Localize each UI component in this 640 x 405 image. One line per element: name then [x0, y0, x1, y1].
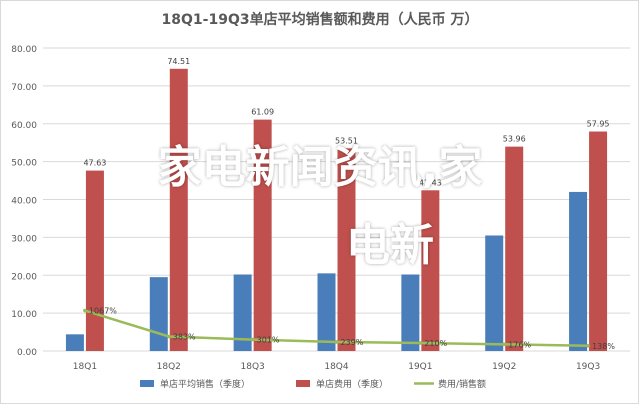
- ratio-point: [250, 337, 255, 342]
- legend-label: 费用/销售额: [438, 378, 486, 390]
- bar-data-label: 53.96: [503, 135, 526, 144]
- chart-title: 18Q1-19Q3单店平均销售额和费用（人民币 万）: [162, 11, 479, 28]
- bar-sales: [233, 274, 252, 351]
- ratio-data-label: 176%: [508, 340, 531, 349]
- ratio-data-label: 1067%: [89, 307, 117, 316]
- y-tick-label: 40.00: [11, 197, 37, 207]
- legend-swatch: [296, 380, 310, 387]
- bar-data-label: 53.51: [335, 136, 358, 145]
- y-tick-label: 60.00: [11, 121, 37, 131]
- x-tick-label: 19Q1: [408, 362, 432, 372]
- y-tick-label: 20.00: [11, 272, 37, 282]
- bar-data-label: 47.63: [83, 159, 106, 168]
- bar-sales: [317, 273, 336, 351]
- bar-sales: [569, 191, 588, 351]
- x-tick-label: 19Q3: [576, 362, 600, 372]
- bar-sales: [149, 277, 168, 351]
- legend-swatch: [140, 380, 154, 387]
- legend-label: 单店平均销售（季度）: [160, 378, 250, 390]
- bar-expense: [505, 146, 524, 351]
- y-tick-label: 30.00: [11, 234, 37, 244]
- ratio-data-label: 239%: [341, 338, 364, 347]
- y-tick-label: 70.00: [11, 83, 37, 93]
- ratio-point: [502, 342, 507, 347]
- bar-data-label: 57.95: [587, 120, 610, 129]
- ratio-point: [83, 308, 87, 313]
- x-tick-label: 18Q1: [73, 362, 97, 372]
- x-tick-label: 18Q3: [241, 362, 265, 372]
- legend-label: 单店费用（季度）: [316, 378, 388, 390]
- bar-expense: [169, 68, 188, 352]
- x-tick-label: 18Q2: [157, 362, 181, 372]
- y-tick-label: 10.00: [11, 310, 37, 320]
- bar-expense: [421, 190, 440, 351]
- ratio-data-label: 210%: [424, 339, 447, 348]
- x-tick-label: 18Q4: [324, 362, 349, 372]
- bar-sales: [65, 334, 84, 351]
- bar-sales: [485, 235, 504, 351]
- bar-sales: [401, 274, 420, 351]
- ratio-point: [334, 340, 339, 344]
- bar-data-label: 61.09: [251, 108, 274, 117]
- y-tick-label: 0.00: [17, 348, 37, 358]
- ratio-point: [418, 341, 423, 345]
- bar-data-label: 74.51: [167, 57, 190, 66]
- bar-expense: [253, 119, 272, 351]
- ratio-data-label: 138%: [592, 342, 615, 351]
- ratio-data-label: 301%: [257, 336, 280, 345]
- ratio-data-label: 383%: [173, 332, 196, 341]
- y-tick-label: 80.00: [11, 45, 37, 55]
- bar-data-label: 42.43: [419, 178, 442, 187]
- ratio-point: [166, 334, 171, 339]
- y-tick-label: 50.00: [11, 159, 37, 169]
- bar-expense: [85, 170, 104, 351]
- bar-expense: [337, 148, 356, 351]
- x-tick-label: 19Q2: [492, 362, 516, 372]
- ratio-point: [586, 343, 590, 348]
- bar-expense: [589, 131, 608, 351]
